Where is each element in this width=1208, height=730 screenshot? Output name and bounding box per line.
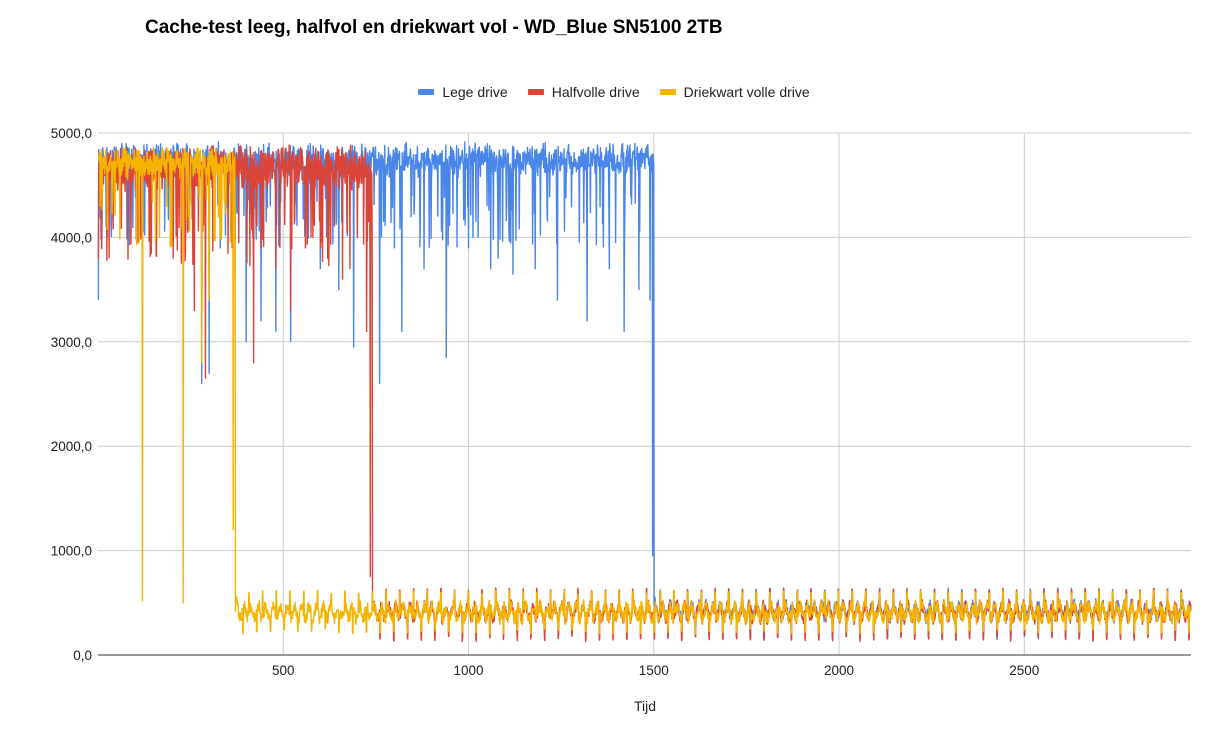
x-tick-label: 1500 xyxy=(639,663,669,678)
y-tick-label: 3000,0 xyxy=(51,335,92,350)
legend-label-driekwart-volle-drive: Driekwart volle drive xyxy=(683,84,810,100)
y-tick-label: 2000,0 xyxy=(51,439,92,454)
series-line-driekwart-volle-drive xyxy=(97,146,1192,635)
x-tick-label: 1000 xyxy=(453,663,483,678)
legend-item-halfvolle-drive[interactable]: Halfvolle drive xyxy=(527,84,640,100)
y-tick-label: 4000,0 xyxy=(51,230,92,245)
legend-label-halfvolle-drive: Halfvolle drive xyxy=(551,84,640,100)
legend-label-lege-drive: Lege drive xyxy=(442,84,508,100)
legend-item-lege-drive[interactable]: Lege drive xyxy=(418,84,508,100)
y-tick-label: 5000,0 xyxy=(51,126,92,141)
legend-item-driekwart-volle-drive[interactable]: Driekwart volle drive xyxy=(659,84,810,100)
y-tick-label: 1000,0 xyxy=(51,544,92,559)
x-tick-label: 500 xyxy=(272,663,295,678)
legend-swatch-halfvolle-drive xyxy=(527,89,544,95)
series-line-halfvolle-drive xyxy=(97,144,1192,643)
chart-title: Cache-test leeg, halfvol en driekwart vo… xyxy=(145,17,723,38)
y-tick-label: 0,0 xyxy=(73,648,92,663)
legend-swatch-driekwart-volle-drive xyxy=(659,89,676,95)
legend: Lege drive Halfvolle drive Driekwart vol… xyxy=(0,84,1208,100)
x-tick-label: 2000 xyxy=(824,663,854,678)
x-axis-title: Tijd xyxy=(633,698,657,714)
x-tick-label: 2500 xyxy=(1009,663,1039,678)
legend-swatch-lege-drive xyxy=(418,89,435,95)
